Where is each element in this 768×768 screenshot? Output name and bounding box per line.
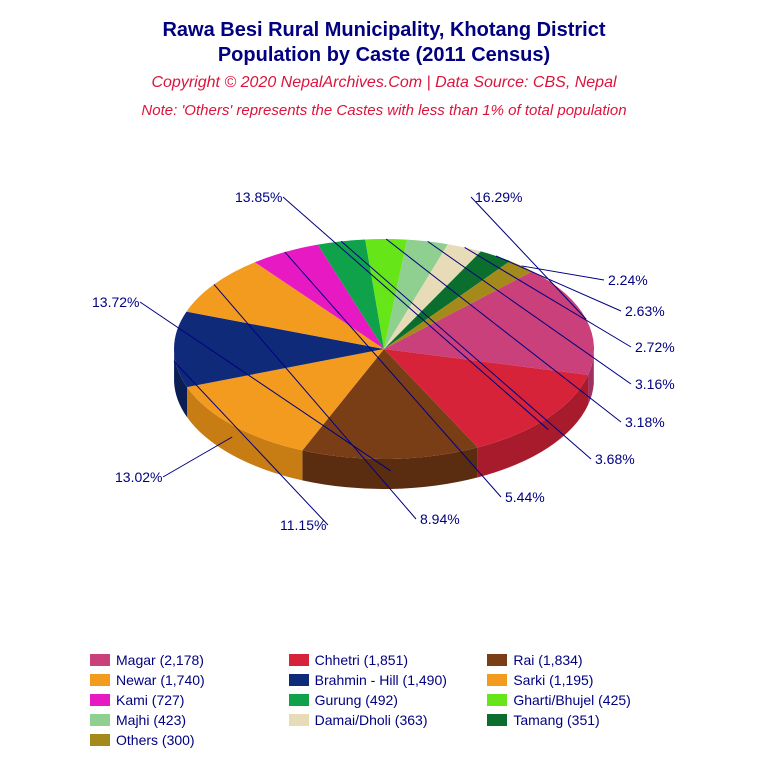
legend-item: Gurung (492) (289, 692, 480, 708)
legend-label: Others (300) (116, 732, 195, 748)
pct-label: 8.94% (420, 511, 460, 527)
note-line: Note: 'Others' represents the Castes wit… (0, 102, 768, 119)
legend-item: Damai/Dholi (363) (289, 712, 480, 728)
legend-item: Kami (727) (90, 692, 281, 708)
legend-label: Chhetri (1,851) (315, 652, 408, 668)
legend-item: Sarki (1,195) (487, 672, 678, 688)
legend-swatch (90, 714, 110, 726)
legend-swatch (289, 674, 309, 686)
legend-item: Magar (2,178) (90, 652, 281, 668)
chart-title: Rawa Besi Rural Municipality, Khotang Di… (0, 0, 768, 68)
pct-label: 3.68% (595, 451, 635, 467)
legend-item: Tamang (351) (487, 712, 678, 728)
pct-label: 11.15% (280, 517, 326, 533)
pct-label: 16.29% (475, 189, 522, 205)
title-line-1: Rawa Besi Rural Municipality, Khotang Di… (162, 19, 605, 41)
pct-label: 13.85% (235, 189, 282, 205)
legend-swatch (90, 654, 110, 666)
pct-label: 2.63% (625, 303, 665, 319)
legend-label: Gurung (492) (315, 692, 398, 708)
legend: Magar (2,178) Chhetri (1,851) Rai (1,834) N… (90, 652, 678, 748)
legend-label: Sarki (1,195) (513, 672, 593, 688)
pie-chart: 16.29% 13.85% 13.72% 13.02% 11.15% 8.94% 5.44%… (0, 139, 768, 559)
legend-swatch (90, 674, 110, 686)
pct-label: 2.24% (608, 272, 648, 288)
pct-label: 2.72% (635, 339, 675, 355)
legend-label: Magar (2,178) (116, 652, 204, 668)
legend-item: Gharti/Bhujel (425) (487, 692, 678, 708)
legend-swatch (487, 654, 507, 666)
legend-label: Brahmin - Hill (1,490) (315, 672, 447, 688)
title-line-2: Population by Caste (2011 Census) (218, 44, 550, 66)
legend-label: Newar (1,740) (116, 672, 205, 688)
legend-item: Rai (1,834) (487, 652, 678, 668)
leader-line (163, 437, 232, 477)
pct-label: 13.02% (115, 469, 162, 485)
legend-swatch (487, 694, 507, 706)
legend-swatch (289, 714, 309, 726)
legend-label: Tamang (351) (513, 712, 599, 728)
pct-label: 3.18% (625, 414, 665, 430)
legend-item: Others (300) (90, 732, 281, 748)
legend-item: Majhi (423) (90, 712, 281, 728)
pct-label: 5.44% (505, 489, 545, 505)
legend-swatch (487, 714, 507, 726)
pct-label: 13.72% (92, 294, 139, 310)
legend-label: Majhi (423) (116, 712, 186, 728)
legend-label: Gharti/Bhujel (425) (513, 692, 631, 708)
legend-label: Rai (1,834) (513, 652, 582, 668)
pct-label: 3.16% (635, 376, 675, 392)
legend-item: Newar (1,740) (90, 672, 281, 688)
legend-swatch (90, 694, 110, 706)
legend-swatch (487, 674, 507, 686)
legend-swatch (289, 694, 309, 706)
legend-label: Kami (727) (116, 692, 184, 708)
legend-swatch (90, 734, 110, 746)
legend-label: Damai/Dholi (363) (315, 712, 428, 728)
legend-item: Brahmin - Hill (1,490) (289, 672, 480, 688)
legend-item: Chhetri (1,851) (289, 652, 480, 668)
copyright-line: Copyright © 2020 NepalArchives.Com | Dat… (0, 74, 768, 92)
legend-swatch (289, 654, 309, 666)
